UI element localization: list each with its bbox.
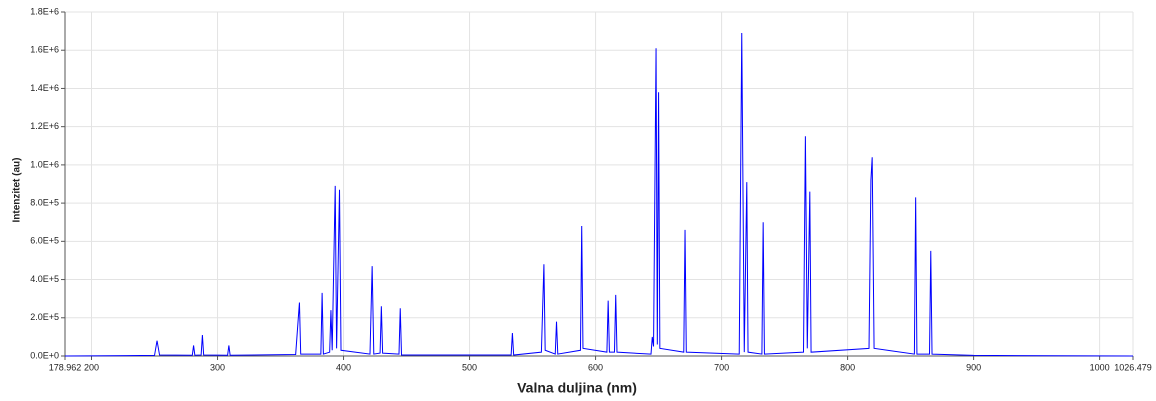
y-tick-label: 1.8E+6 xyxy=(30,6,59,16)
x-tick-label: 300 xyxy=(210,362,225,372)
x-tick-label: 900 xyxy=(966,362,981,372)
x-tick-label: 1026.479 xyxy=(1114,362,1152,372)
x-tick-label: 200 xyxy=(84,362,99,372)
plot-area xyxy=(65,12,1133,356)
y-tick-label: 1.4E+6 xyxy=(30,83,59,93)
x-axis-label: Valna duljina (nm) xyxy=(517,380,637,396)
x-tick-label: 500 xyxy=(462,362,477,372)
y-tick-label: 0.0E+0 xyxy=(30,350,59,360)
y-tick-label: 1.2E+6 xyxy=(30,121,59,131)
y-tick-label: 1.0E+6 xyxy=(30,159,59,169)
y-tick-label: 6.0E+5 xyxy=(30,236,59,246)
x-tick-label: 700 xyxy=(714,362,729,372)
x-tick-label: 1000 xyxy=(1090,362,1110,372)
y-axis-label: Intenzitet (au) xyxy=(12,158,23,223)
spectrum-line xyxy=(64,33,1134,357)
x-tick-label: 178.962 xyxy=(49,362,82,372)
y-tick-label: 2.0E+5 xyxy=(30,312,59,322)
y-tick-label: 1.6E+6 xyxy=(30,45,59,55)
y-tick-label: 8.0E+5 xyxy=(30,197,59,207)
y-tick-label: 4.0E+5 xyxy=(30,274,59,284)
x-tick-label: 800 xyxy=(840,362,855,372)
x-tick-label: 600 xyxy=(588,362,603,372)
x-tick-label: 400 xyxy=(336,362,351,372)
